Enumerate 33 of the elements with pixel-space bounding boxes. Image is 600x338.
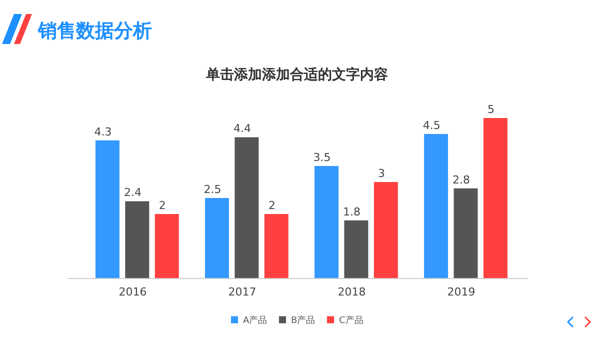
data-label: 2.4 — [124, 186, 142, 200]
legend-label: C产品 — [339, 314, 364, 326]
x-tick-label: 2016 — [118, 286, 147, 298]
legend-label: B产品 — [291, 314, 316, 326]
data-label: 2 — [158, 199, 166, 212]
data-label: 2.8 — [452, 173, 470, 186]
bar — [483, 118, 508, 278]
bar — [125, 201, 150, 278]
data-label: 4.5 — [422, 119, 440, 132]
data-label: 1.8 — [343, 205, 361, 218]
bar — [205, 198, 229, 278]
x-tick-label: 2018 — [338, 286, 366, 298]
data-label: 4.3 — [94, 125, 112, 138]
bar — [344, 220, 368, 278]
data-label: 5 — [487, 103, 494, 116]
data-label: 4.4 — [233, 122, 251, 136]
bar — [424, 134, 448, 278]
bar — [454, 188, 478, 278]
bar — [154, 214, 179, 278]
legend-label: A产品 — [243, 314, 268, 326]
bar — [264, 214, 288, 278]
bar — [314, 166, 339, 278]
data-label: 2 — [268, 199, 276, 212]
x-tick-label: 2017 — [228, 286, 256, 298]
bar — [374, 182, 398, 278]
bar — [234, 137, 259, 278]
data-label: 3.5 — [313, 151, 331, 164]
bar — [95, 140, 120, 278]
chart-title: 单击添加添加合适的文字内容 — [205, 66, 388, 83]
x-tick-label: 2019 — [447, 286, 476, 298]
data-label: 2.5 — [204, 183, 222, 196]
data-label: 3 — [378, 167, 385, 180]
text: 销售数据分析 — [38, 19, 152, 44]
